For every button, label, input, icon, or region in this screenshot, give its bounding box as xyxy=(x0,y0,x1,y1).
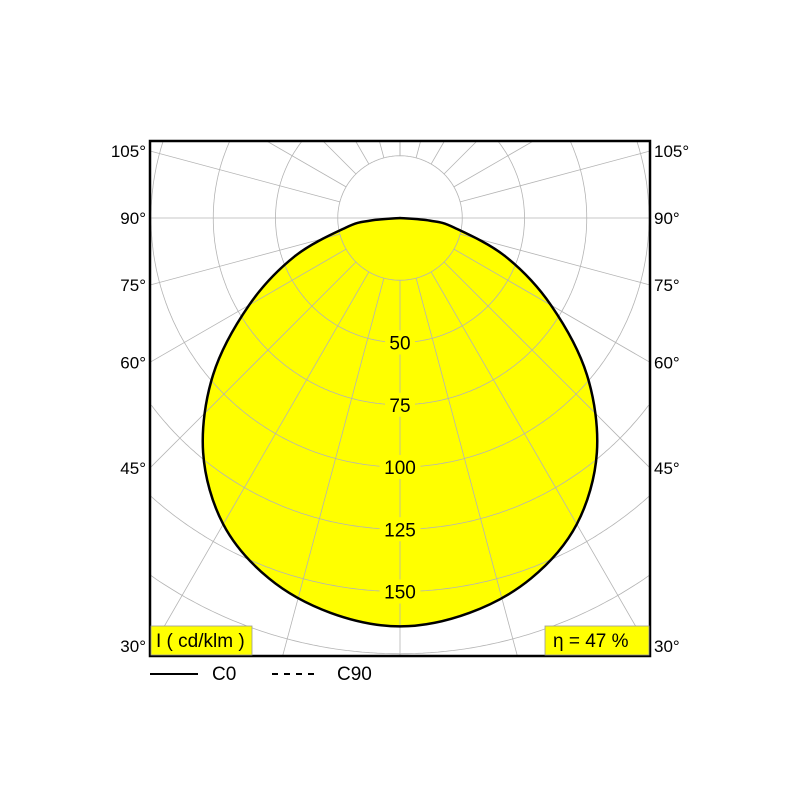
grid-radial-line xyxy=(150,261,357,469)
angle-label-right: 75° xyxy=(654,276,680,295)
grid-radial-line xyxy=(266,141,347,188)
grid-circle xyxy=(275,141,525,343)
legend: C0 C90 xyxy=(150,664,372,685)
radial-label-bg xyxy=(379,517,421,542)
angle-label-right: 105° xyxy=(654,142,689,161)
unit-label-box: I ( cd/klm ) xyxy=(150,625,253,656)
grid-radial-line xyxy=(443,261,650,469)
angle-label-left: 90° xyxy=(120,209,146,228)
grid-radial-line xyxy=(150,233,340,286)
grid-radial-line xyxy=(443,141,478,175)
angle-label-right: 90° xyxy=(654,209,680,228)
grid-radial-line xyxy=(322,141,357,175)
angle-label-left: 75° xyxy=(120,276,146,295)
angle-label-left: 105° xyxy=(111,142,146,161)
radial-tick-label: 75 xyxy=(389,396,410,417)
radial-label-bg xyxy=(385,392,415,417)
grid-radial-line xyxy=(453,141,534,188)
grid-radial-line xyxy=(460,233,650,286)
unit-label: I ( cd/klm ) xyxy=(156,631,245,652)
grid-circle xyxy=(151,405,649,530)
radial-label-bg xyxy=(385,330,415,355)
angle-label-left: 30° xyxy=(120,637,146,656)
grid-radial-line xyxy=(430,271,650,652)
grid-circle xyxy=(337,155,463,281)
efficiency-label-box: η = 47 % xyxy=(544,625,650,656)
radial-label-bg xyxy=(379,455,421,479)
radial-tick-label: 100 xyxy=(384,458,416,479)
grid-radial-line xyxy=(150,150,340,203)
grid-radial-line xyxy=(415,278,518,656)
legend-c0-label: C0 xyxy=(212,664,236,685)
grid-radial-line xyxy=(282,278,385,656)
radial-label-bg xyxy=(379,579,421,604)
angle-label-right: 30° xyxy=(654,637,680,656)
angle-label-left: 60° xyxy=(120,353,146,372)
grid-radial-line xyxy=(430,141,445,165)
radial-tick-label: 125 xyxy=(384,520,416,541)
efficiency-label: η = 47 % xyxy=(553,631,629,652)
angle-label-right: 45° xyxy=(654,459,680,478)
grid-radial-line xyxy=(415,141,422,158)
legend-c90-label: C90 xyxy=(337,664,372,685)
grid-radial-line xyxy=(378,141,385,158)
grid-circle xyxy=(150,495,650,592)
radial-tick-label: 150 xyxy=(384,583,416,604)
grid-radial-line xyxy=(355,141,370,165)
plot-frame xyxy=(148,139,652,658)
radial-tick-label: 50 xyxy=(389,334,410,355)
grid-radial-line xyxy=(460,150,650,203)
angle-label-left: 45° xyxy=(120,459,146,478)
curve-c0 xyxy=(201,216,599,628)
grid-circle xyxy=(150,574,650,655)
grid-circle xyxy=(212,141,588,406)
angle-label-right: 60° xyxy=(654,353,680,372)
grid-radial-line xyxy=(150,271,370,652)
